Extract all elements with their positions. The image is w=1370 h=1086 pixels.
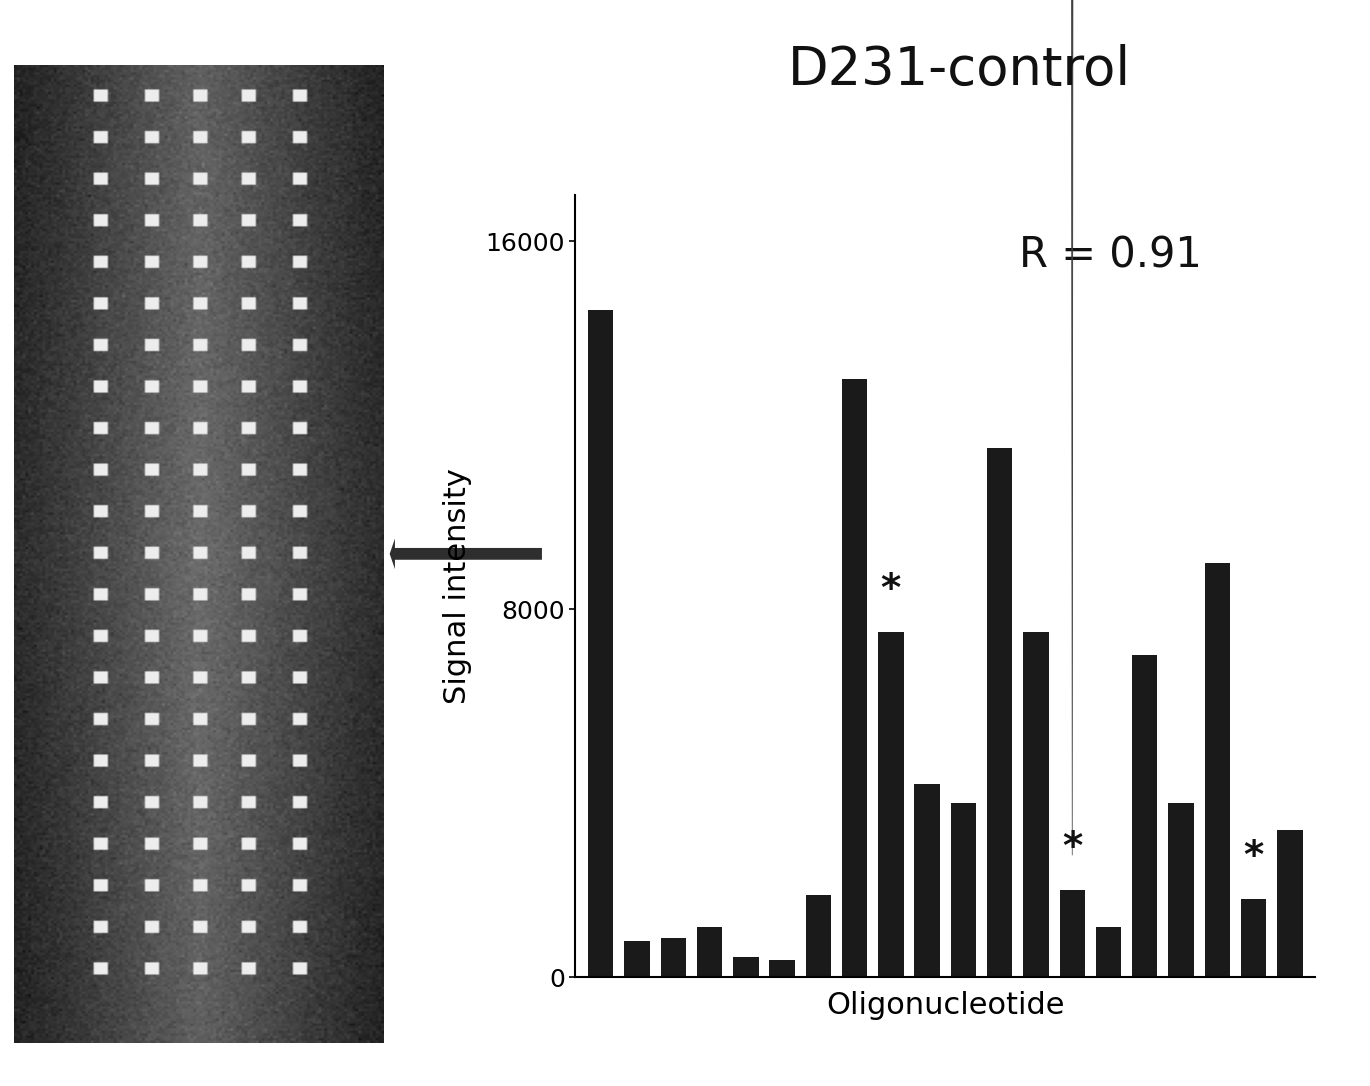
Bar [1023, 632, 1048, 977]
Bar [1204, 564, 1230, 977]
Bar [1096, 926, 1121, 977]
Bar [1132, 656, 1158, 977]
Text: *: * [1062, 829, 1082, 867]
Text: D231-control: D231-control [788, 43, 1130, 96]
Bar [1059, 891, 1085, 977]
Text: R = 0.91: R = 0.91 [1019, 235, 1201, 277]
Bar [915, 784, 940, 977]
Bar [1241, 899, 1266, 977]
Bar [951, 803, 975, 977]
Bar [986, 449, 1012, 977]
X-axis label: Oligonucleotide: Oligonucleotide [826, 992, 1064, 1020]
Bar [733, 957, 759, 977]
Bar [843, 379, 867, 977]
Bar [1169, 803, 1193, 977]
Bar [806, 895, 832, 977]
Bar [697, 926, 722, 977]
Bar [878, 632, 904, 977]
Bar [660, 938, 686, 977]
Bar [770, 960, 795, 977]
Bar [588, 311, 614, 977]
Bar [1277, 830, 1303, 977]
Text: *: * [1244, 838, 1263, 876]
Text: *: * [881, 571, 901, 609]
Bar [625, 940, 649, 977]
Y-axis label: Signal intensity: Signal intensity [443, 468, 471, 705]
